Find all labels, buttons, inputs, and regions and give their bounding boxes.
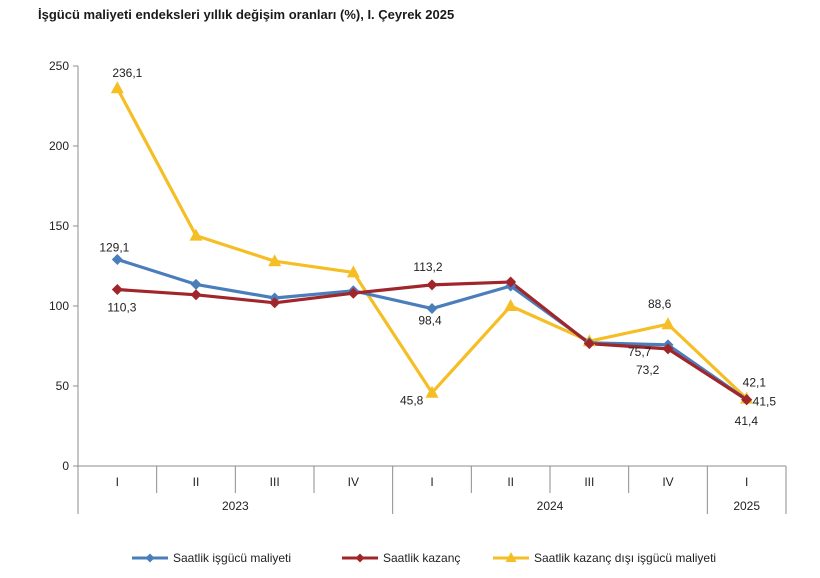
x-group-label: 2023 (222, 499, 249, 513)
y-tick-label: 100 (49, 299, 69, 313)
legend-label: Saatlik kazanç dışı işgücü maliyeti (534, 551, 716, 565)
data-point (741, 394, 753, 406)
y-tick-label: 50 (56, 379, 70, 393)
x-tick-label: IV (662, 475, 673, 489)
data-point (504, 299, 518, 311)
data-label: 110,3 (107, 301, 136, 315)
y-tick-label: 200 (49, 139, 69, 153)
data-point (110, 81, 124, 94)
legend-marker (355, 553, 365, 563)
data-point (190, 289, 202, 301)
data-point (425, 385, 439, 398)
data-point (269, 297, 281, 309)
data-label: 75,7 (628, 345, 652, 359)
x-tick-label: II (507, 475, 514, 489)
data-label: 45,8 (400, 394, 424, 408)
x-tick-label: IV (348, 475, 359, 489)
data-point (426, 279, 438, 291)
data-point (347, 287, 359, 299)
data-label: 98,4 (418, 314, 442, 328)
data-point (505, 276, 517, 288)
data-point (662, 343, 674, 355)
data-label: 88,6 (648, 297, 672, 311)
data-point (346, 265, 360, 278)
chart-title: İşgücü maliyeti endeksleri yıllık değişi… (38, 7, 455, 22)
x-tick-label: I (116, 475, 119, 489)
data-label: 73,2 (636, 363, 660, 377)
y-tick-label: 250 (49, 59, 69, 73)
data-label: 42,1 (743, 376, 767, 390)
y-tick-label: 150 (49, 219, 69, 233)
data-point (583, 338, 595, 350)
y-tick-label: 0 (62, 459, 69, 473)
data-point (190, 278, 202, 290)
data-point (661, 317, 675, 330)
legend-label: Saatlik işgücü maliyeti (173, 551, 291, 565)
data-label: 236,1 (112, 66, 142, 80)
x-tick-label: I (430, 475, 433, 489)
x-group-label: 2024 (537, 499, 564, 513)
x-tick-label: I (745, 475, 748, 489)
data-point (189, 228, 203, 241)
data-label: 41,4 (735, 414, 759, 428)
data-label: 41,5 (753, 395, 777, 409)
data-label: 113,2 (413, 260, 442, 274)
legend-label: Saatlik kazanç (383, 551, 460, 565)
data-labels: 129,1 98,4 75,7 41,5 110,3 113,2 73,2 41,4 236,1… (99, 66, 776, 428)
chart-legend: Saatlik işgücü maliyeti Saatlik kazanç Saa… (132, 551, 716, 565)
series-markers (110, 81, 754, 406)
data-point (426, 303, 438, 315)
series-lines (115, 87, 748, 402)
x-tick-label: III (270, 475, 280, 489)
data-label: 129,1 (99, 240, 129, 254)
series-line (115, 87, 748, 400)
x-tick-label: III (584, 475, 594, 489)
data-point (111, 284, 123, 296)
legend-marker (505, 552, 517, 562)
legend-marker (145, 553, 155, 563)
x-tick-label: II (193, 475, 200, 489)
data-point (268, 254, 282, 267)
data-point (111, 253, 123, 265)
x-group-label: 2025 (733, 499, 760, 513)
